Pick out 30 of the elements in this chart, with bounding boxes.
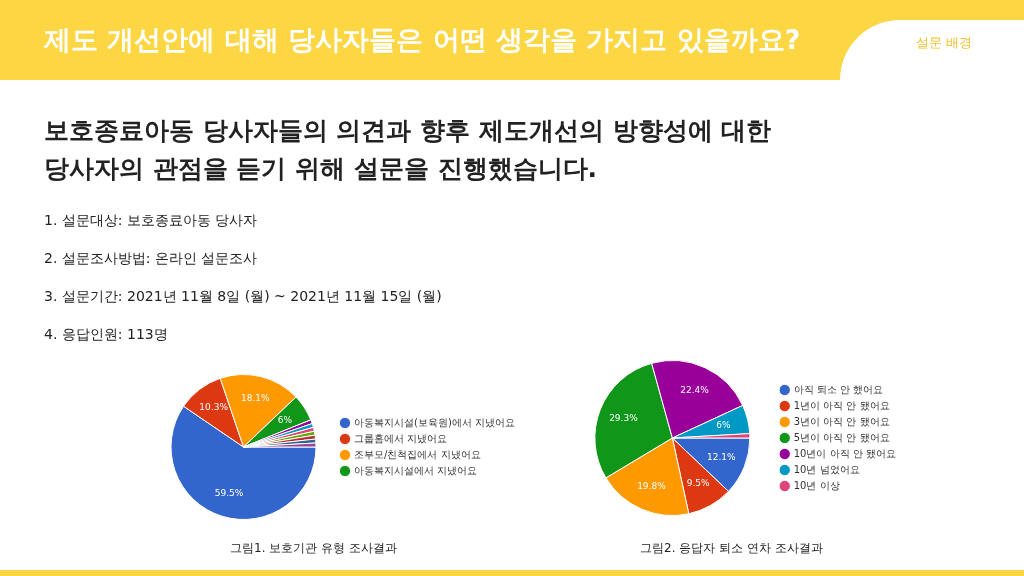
data-label: 6% <box>277 414 293 425</box>
legend-label: 그룹홈에서 지냈어요 <box>354 432 448 444</box>
legend-label: 아직 퇴소 안 했어요 <box>793 383 884 395</box>
text: 1. 설문대상: 보호종료아동 당사자 <box>44 212 259 230</box>
text: 보호종료아동 당사자들의 의견과 향후 제도개선의 방향성에 대한 당사자의 관점을 듣기 위해 설문을 진행했습니다. <box>44 115 773 185</box>
data-label: 10.3% <box>199 402 229 413</box>
text: 설문 배경 <box>916 34 973 52</box>
legend-label: 5년이 아직 안 됐어요 <box>793 431 890 443</box>
legend-label: 1년이 아직 안 됐어요 <box>793 399 890 411</box>
text: 3. 설문기간: 2021년 11월 8일 (월) ~ 2021년 11월 15일 (월) <box>44 288 442 306</box>
data-label: 9.5% <box>686 478 711 489</box>
text: 그림1. 보호기관 유형 조사결과 <box>230 540 397 557</box>
data-label: 18.1% <box>241 393 271 404</box>
data-label: 19.8% <box>637 480 667 491</box>
data-label: 59.5% <box>214 488 244 499</box>
legend-label: 10년 넘었어요 <box>793 463 860 475</box>
legend-label: 3년이 아직 안 됐어요 <box>793 415 890 427</box>
text: 제도 개선안에 대해 당사자들은 어떤 생각을 가지고 있을까요? <box>44 23 801 57</box>
text: 2. 설문조사방법: 온라인 설문조사 <box>44 250 259 268</box>
legend-label: 10년 이상 <box>793 479 840 491</box>
text: 그림2. 응답자 퇴소 연차 조사결과 <box>640 540 823 557</box>
text: 4. 응답인원: 113명 <box>44 326 169 344</box>
legend-label: 10년이 아직 안 됐어요 <box>793 447 896 459</box>
data-label: 12.1% <box>707 451 737 462</box>
data-label: 29.3% <box>609 412 639 423</box>
legend-label: 조부모/친척집에서 지냈어요 <box>354 448 481 460</box>
data-label: 22.4% <box>680 384 710 395</box>
legend-label: 아동복지시설에서 지냈어요 <box>354 464 478 476</box>
data-label: 6% <box>716 419 732 430</box>
legend-label: 아동복지시설(보육원)에서 지냈어요 <box>354 416 515 428</box>
